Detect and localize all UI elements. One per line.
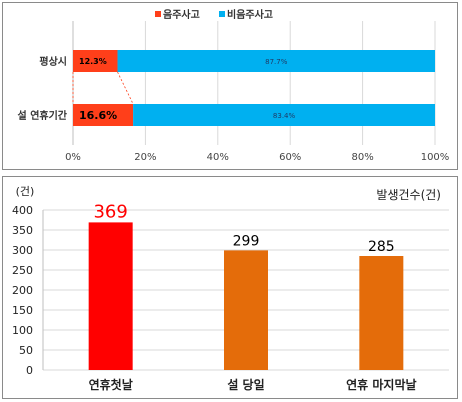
series-connector-line — [117, 71, 134, 105]
y-tick-label: 350 — [12, 224, 33, 237]
bar-data-label: 83.4% — [273, 112, 296, 120]
chart-legend-text: 발생건수(건) — [376, 188, 441, 202]
y-axis-unit: (건) — [16, 185, 35, 198]
bar-data-label: 16.6% — [79, 109, 117, 122]
bar-data-label: 299 — [233, 233, 260, 249]
bar-chart-panel: (건) 발생건수(건) 0 50 100 150 200 250 300 350 400 369 연휴첫… — [2, 176, 458, 399]
bar-segment — [133, 104, 436, 126]
x-tick-label: 100% — [421, 152, 450, 163]
bar — [224, 250, 268, 370]
legend-label-0: 음주사고 — [163, 8, 200, 21]
y-tick-label: 100 — [12, 324, 33, 337]
y-tick-label: 150 — [12, 304, 33, 317]
bar-data-label: 369 — [93, 201, 127, 222]
x-category-label: 연휴첫날 — [89, 377, 133, 392]
x-tick-label: 0% — [65, 152, 81, 163]
y-tick-label: 300 — [12, 244, 33, 257]
bar-segment — [117, 50, 435, 72]
category-label: 평상시 — [39, 55, 67, 68]
bar-segment — [73, 50, 118, 72]
bar-data-label: 12.3% — [79, 57, 107, 66]
x-tick-label: 80% — [351, 152, 373, 163]
y-tick-label: 200 — [12, 284, 33, 297]
y-tick-label: 400 — [12, 204, 33, 217]
legend-label-1: 비음주사고 — [227, 8, 273, 21]
y-tick-label: 250 — [12, 264, 33, 277]
x-tick-label: 40% — [207, 152, 229, 163]
bar-data-label: 87.7% — [265, 58, 288, 66]
x-category-label: 연휴 마지막날 — [346, 377, 416, 392]
y-tick-label: 50 — [19, 344, 33, 357]
bar — [359, 256, 404, 370]
bar-data-label: 285 — [368, 239, 395, 255]
legend-swatch-0 — [155, 11, 161, 17]
stacked-bar-chart-panel: 음주사고 비음주사고 0% 20% 40% 60% 80% 100% 평상시 12.3% 87.7%… — [2, 2, 458, 170]
legend-swatch-1 — [219, 11, 225, 17]
bar-chart: (건) 발생건수(건) 0 50 100 150 200 250 300 350 400 369 연휴첫… — [12, 185, 449, 392]
bar-segment — [73, 104, 134, 126]
category-label: 설 연휴기간 — [18, 109, 68, 122]
y-tick-label: 0 — [26, 364, 33, 377]
x-tick-label: 60% — [279, 152, 301, 163]
x-category-label: 설 당일 — [227, 377, 264, 392]
bar — [88, 222, 133, 370]
x-tick-label: 20% — [134, 152, 156, 163]
stacked-bar-chart: 음주사고 비음주사고 0% 20% 40% 60% 80% 100% 평상시 12.3% 87.7%… — [18, 8, 450, 163]
